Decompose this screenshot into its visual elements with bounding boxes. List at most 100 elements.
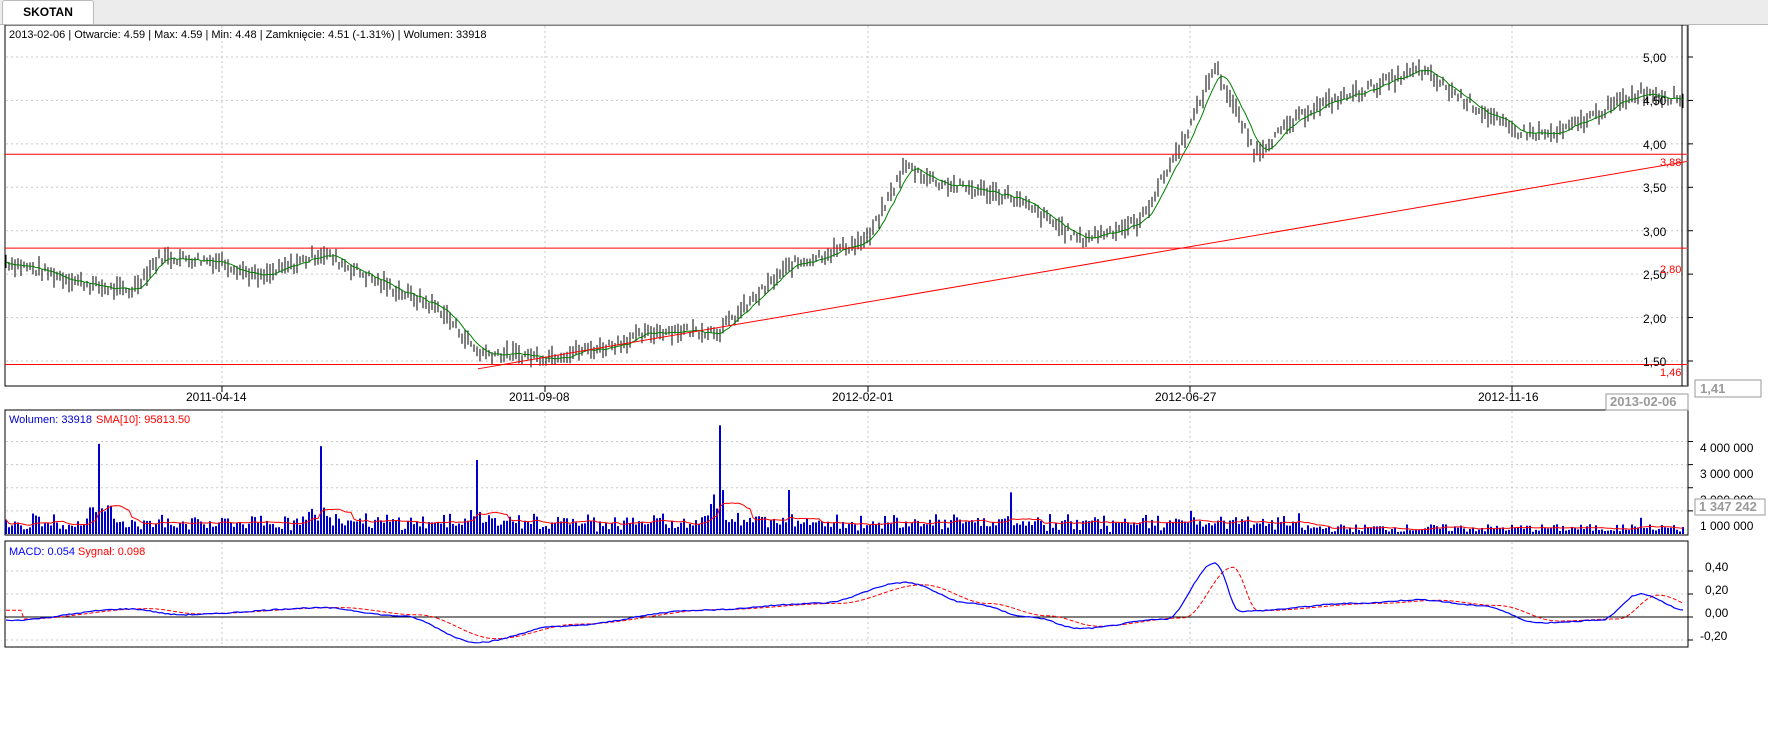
volume-bar [1451, 530, 1453, 534]
trendline [477, 160, 1689, 370]
volume-bar [215, 526, 217, 534]
volume-bar [824, 526, 826, 534]
volume-bar [992, 522, 994, 534]
volume-bar [551, 522, 553, 534]
volume-bar [224, 518, 226, 534]
volume-bar [1418, 529, 1420, 534]
volume-bar [1274, 529, 1276, 534]
volume-bar [1643, 528, 1645, 534]
volume-bar [998, 519, 1000, 534]
volume-bar [1145, 514, 1147, 534]
volume-bar [1091, 520, 1093, 534]
volume-bar [1208, 522, 1210, 534]
volume-bar [20, 525, 22, 534]
volume-bar [1211, 525, 1213, 534]
volume-bar [1154, 525, 1156, 534]
volume-bar [41, 526, 43, 534]
volume-bar [191, 518, 193, 534]
volume-bar [674, 528, 676, 534]
volume-bar [770, 520, 772, 534]
volume-bar [1067, 514, 1069, 534]
volume-bar [56, 522, 58, 534]
price-y-tick: 1,50 [1643, 355, 1667, 369]
volume-bar [1079, 530, 1081, 534]
volume-bar [932, 525, 934, 534]
volume-bar [1526, 525, 1528, 534]
volume-bar [26, 528, 28, 534]
volume-bar [5, 519, 7, 534]
volume-bar [452, 523, 454, 534]
volume-bar [905, 521, 907, 534]
volume-bar [923, 523, 925, 534]
volume-bar [956, 517, 958, 534]
volume-bar [1544, 528, 1546, 534]
volume-bar [656, 518, 658, 534]
volume-bar [1574, 527, 1576, 534]
volume-bar [1013, 525, 1015, 534]
volume-bar [1109, 531, 1111, 534]
tab-skotan[interactable]: SKOTAN [2, 0, 94, 24]
volume-bar [206, 527, 208, 534]
volume-bar [1382, 526, 1384, 534]
hline-label-388: 3,88 [1660, 157, 1681, 169]
volume-bar [380, 520, 382, 534]
volume-bar [1007, 516, 1009, 534]
volume-bar [1421, 529, 1423, 534]
volume-bar [419, 526, 421, 534]
volume-bar [236, 522, 238, 534]
volume-bar [1445, 524, 1447, 534]
volume-bar [1073, 529, 1075, 534]
volume-bar [311, 508, 313, 534]
chart-area[interactable]: 2013-02-06 | Otwarcie: 4.59 | Max: 4.59 … [0, 24, 1768, 736]
volume-bar [1337, 526, 1339, 534]
volume-bar [848, 524, 850, 534]
chart-svg[interactable]: 2013-02-06 | Otwarcie: 4.59 | Max: 4.59 … [0, 24, 1768, 736]
volume-bar [98, 443, 100, 534]
volume-bar [497, 525, 499, 534]
volume-bar [728, 522, 730, 534]
volume-bar [1583, 529, 1585, 534]
volume-bar [1046, 530, 1048, 534]
volume-bar [566, 518, 568, 534]
volume-bar [1283, 516, 1285, 534]
volume-bar [431, 522, 433, 534]
volume-bar [1316, 527, 1318, 534]
volume-bar [680, 522, 682, 534]
price-y-tick: 5,00 [1643, 51, 1667, 65]
volume-bar [1682, 527, 1684, 534]
volume-bar [242, 524, 244, 534]
macd-line [5, 562, 1684, 644]
volume-bar [1292, 521, 1294, 534]
volume-bar [485, 521, 487, 534]
volume-bar [44, 523, 46, 534]
volume-bar [944, 519, 946, 534]
volume-bar [1499, 528, 1501, 534]
volume-bar [740, 525, 742, 534]
volume-bar [194, 517, 196, 534]
volume-bar [74, 526, 76, 534]
volume-bar [1040, 521, 1042, 534]
volume-bar [209, 521, 211, 534]
volume-bar [707, 515, 709, 534]
macd-label: MACD: 0.054 [9, 546, 75, 558]
volume-bar [1493, 528, 1495, 534]
volume-bar [1400, 531, 1402, 534]
volume-bar [1229, 520, 1231, 534]
volume-bar [1262, 518, 1264, 534]
x-tick: 2011-09-08 [509, 390, 570, 404]
volume-bar [818, 520, 820, 534]
volume-bar [1001, 519, 1003, 534]
volume-bar [689, 523, 691, 534]
volume-bar [443, 514, 445, 534]
volume-bar [392, 519, 394, 534]
volume-bar [911, 522, 913, 534]
volume-bar [812, 522, 814, 534]
volume-bar [356, 521, 358, 534]
volume-bar [791, 514, 793, 534]
volume-bar [332, 525, 334, 534]
volume-bar [1625, 529, 1627, 534]
volume-bar [1442, 524, 1444, 534]
price-layer [5, 25, 1689, 386]
volume-bar [1529, 525, 1531, 534]
volume-bar [1538, 530, 1540, 534]
